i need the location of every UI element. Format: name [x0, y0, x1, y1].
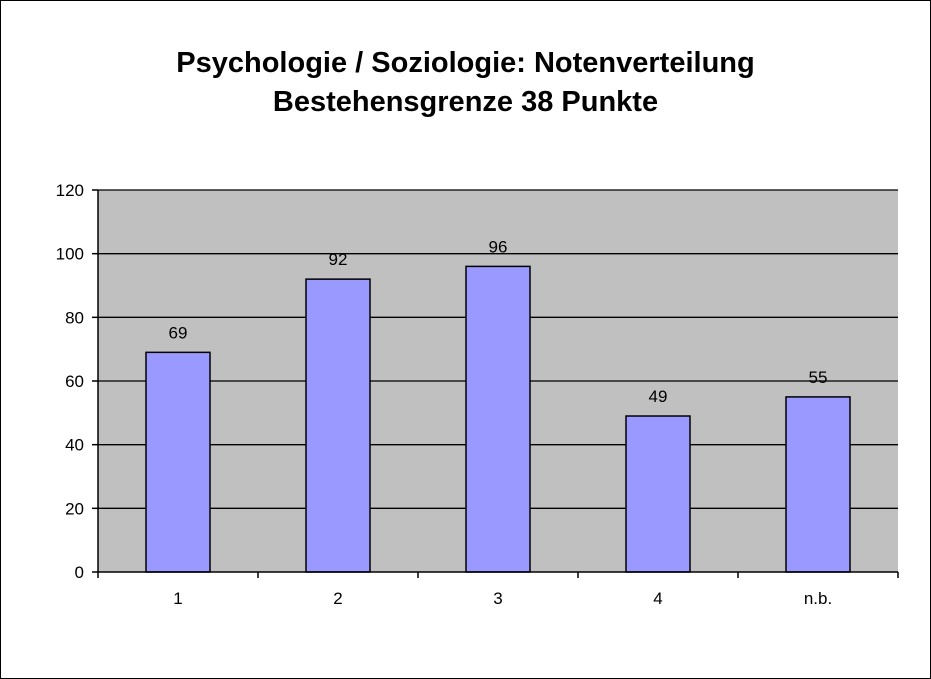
chart-title-line-2: Bestehensgrenze 38 Punkte — [272, 86, 659, 118]
x-tick-label: 1 — [173, 589, 182, 608]
x-tick-label: 2 — [333, 589, 342, 608]
y-tick-label: 20 — [65, 499, 84, 518]
x-tick-label: 3 — [493, 589, 502, 608]
axes — [92, 189, 899, 578]
y-tick-label: 100 — [56, 245, 84, 264]
y-tick-label: 60 — [65, 372, 84, 391]
bar-4 — [625, 415, 691, 573]
y-tick-label: 40 — [65, 436, 84, 455]
y-tick-labels: 0 20 40 60 80 100 120 — [56, 181, 84, 582]
data-label: 96 — [489, 237, 508, 256]
bar-2 — [305, 278, 371, 573]
chart-title-line-1: Psychologie / Soziologie: Notenverteilun… — [176, 47, 755, 79]
chart-title: Psychologie / Soziologie: Notenverteilun… — [0, 44, 931, 122]
x-tick-label: 4 — [653, 589, 662, 608]
y-tick-label: 80 — [65, 308, 84, 327]
data-label: 55 — [809, 368, 828, 387]
y-tick-label: 0 — [75, 563, 84, 582]
data-label: 69 — [169, 323, 188, 342]
bars — [145, 265, 851, 573]
x-tick-labels: 1 2 3 4 n.b. — [173, 589, 832, 608]
bar-nb — [785, 396, 851, 573]
bar-3 — [465, 265, 531, 573]
data-label: 92 — [329, 250, 348, 269]
y-tick-label: 120 — [56, 181, 84, 200]
data-label: 49 — [649, 387, 668, 406]
bar-1 — [145, 351, 211, 573]
data-labels: 69 92 96 49 55 — [169, 237, 828, 406]
x-tick-label: n.b. — [804, 589, 832, 608]
